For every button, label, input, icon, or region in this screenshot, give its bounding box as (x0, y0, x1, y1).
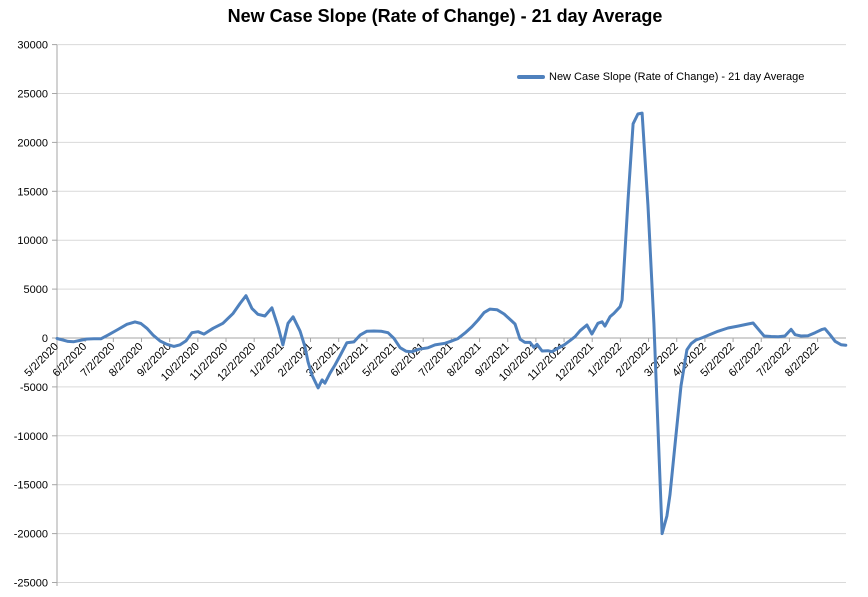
y-axis-label: 30000 (17, 40, 48, 52)
chart-legend: New Case Slope (Rate of Change) - 21 day… (517, 71, 804, 83)
y-axis-label: -20000 (14, 529, 48, 541)
y-axis-label: -25000 (14, 578, 48, 590)
y-axis-label: 10000 (17, 235, 48, 247)
y-axis-label: 15000 (17, 186, 48, 198)
y-axis-label: -5000 (20, 382, 48, 394)
y-axis-label: 5000 (24, 284, 48, 296)
chart-title: New Case Slope (Rate of Change) - 21 day… (227, 6, 663, 26)
series-line (55, 111, 848, 536)
y-axis-label: -15000 (14, 480, 48, 492)
legend-series-label: New Case Slope (Rate of Change) - 21 day… (549, 71, 805, 83)
y-axis-label: 25000 (17, 89, 48, 101)
y-axis-label: 0 (42, 333, 48, 345)
legend-line-swatch-icon (517, 75, 545, 79)
y-axis-label: 20000 (17, 137, 48, 149)
y-axis-label: -10000 (14, 431, 48, 443)
